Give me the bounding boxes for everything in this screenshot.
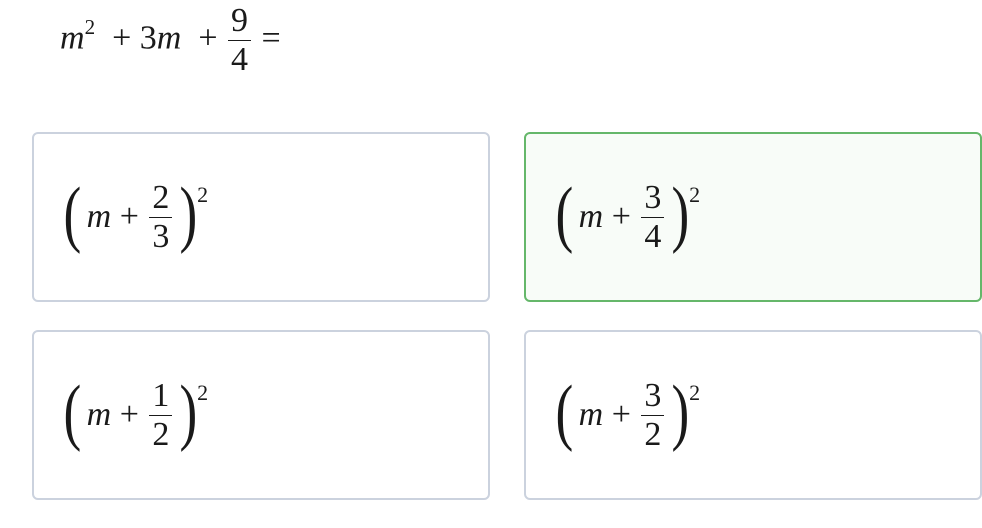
option-a-expression: ( m + 2 3 )2 xyxy=(60,181,212,254)
question-equals: = xyxy=(262,19,281,56)
option-c[interactable]: ( m + 1 2 )2 xyxy=(32,330,490,500)
option-b-den: 4 xyxy=(641,217,664,254)
lparen-icon: ( xyxy=(63,383,81,442)
option-d-expression: ( m + 3 2 )2 xyxy=(552,379,704,452)
lparen-icon: ( xyxy=(555,383,573,442)
question-term2-var: m xyxy=(157,19,182,56)
question-term2-coeff: 3 xyxy=(140,19,157,56)
option-b[interactable]: ( m + 3 4 )2 xyxy=(524,132,982,302)
rparen-icon: ) xyxy=(180,185,198,244)
rparen-icon: ) xyxy=(672,383,690,442)
option-b-expression: ( m + 3 4 )2 xyxy=(552,181,704,254)
option-c-fraction: 1 2 xyxy=(149,379,172,452)
rparen-icon: ) xyxy=(672,185,690,244)
option-d-den: 2 xyxy=(641,415,664,452)
option-a-inner: m + 2 3 xyxy=(85,181,177,254)
option-d-inner: m + 3 2 xyxy=(577,379,669,452)
option-c-var: m xyxy=(87,396,112,434)
option-b-fraction: 3 4 xyxy=(641,181,664,254)
question-expression: m2 + 3m + 9 4 = xyxy=(60,4,281,77)
rparen-icon: ) xyxy=(180,383,198,442)
options-row-1: ( m + 2 3 )2 ( m + 3 4 xyxy=(32,132,982,302)
question-frac-num: 9 xyxy=(228,4,251,40)
option-c-exp: 2 xyxy=(197,380,208,406)
lparen-icon: ( xyxy=(555,185,573,244)
option-a-var: m xyxy=(87,198,112,236)
option-b-exp: 2 xyxy=(689,182,700,208)
option-b-var: m xyxy=(579,198,604,236)
question-var: m xyxy=(60,19,85,56)
option-a[interactable]: ( m + 2 3 )2 xyxy=(32,132,490,302)
question-fraction: 9 4 xyxy=(228,4,251,77)
option-b-num: 3 xyxy=(641,181,664,217)
option-a-den: 3 xyxy=(149,217,172,254)
lparen-icon: ( xyxy=(63,185,81,244)
option-a-fraction: 2 3 xyxy=(149,181,172,254)
option-c-den: 2 xyxy=(149,415,172,452)
options-row-2: ( m + 1 2 )2 ( m + 3 2 xyxy=(32,330,982,500)
option-d-num: 3 xyxy=(641,379,664,415)
option-d-exp: 2 xyxy=(689,380,700,406)
option-b-inner: m + 3 4 xyxy=(577,181,669,254)
option-d[interactable]: ( m + 3 2 )2 xyxy=(524,330,982,500)
question-frac-den: 4 xyxy=(228,40,251,77)
option-c-expression: ( m + 1 2 )2 xyxy=(60,379,212,452)
option-c-num: 1 xyxy=(149,379,172,415)
option-d-var: m xyxy=(579,396,604,434)
option-a-exp: 2 xyxy=(197,182,208,208)
option-d-fraction: 3 2 xyxy=(641,379,664,452)
question-var-exp: 2 xyxy=(85,15,96,39)
option-a-num: 2 xyxy=(149,181,172,217)
options-grid: ( m + 2 3 )2 ( m + 3 4 xyxy=(32,132,982,528)
option-c-inner: m + 1 2 xyxy=(85,379,177,452)
